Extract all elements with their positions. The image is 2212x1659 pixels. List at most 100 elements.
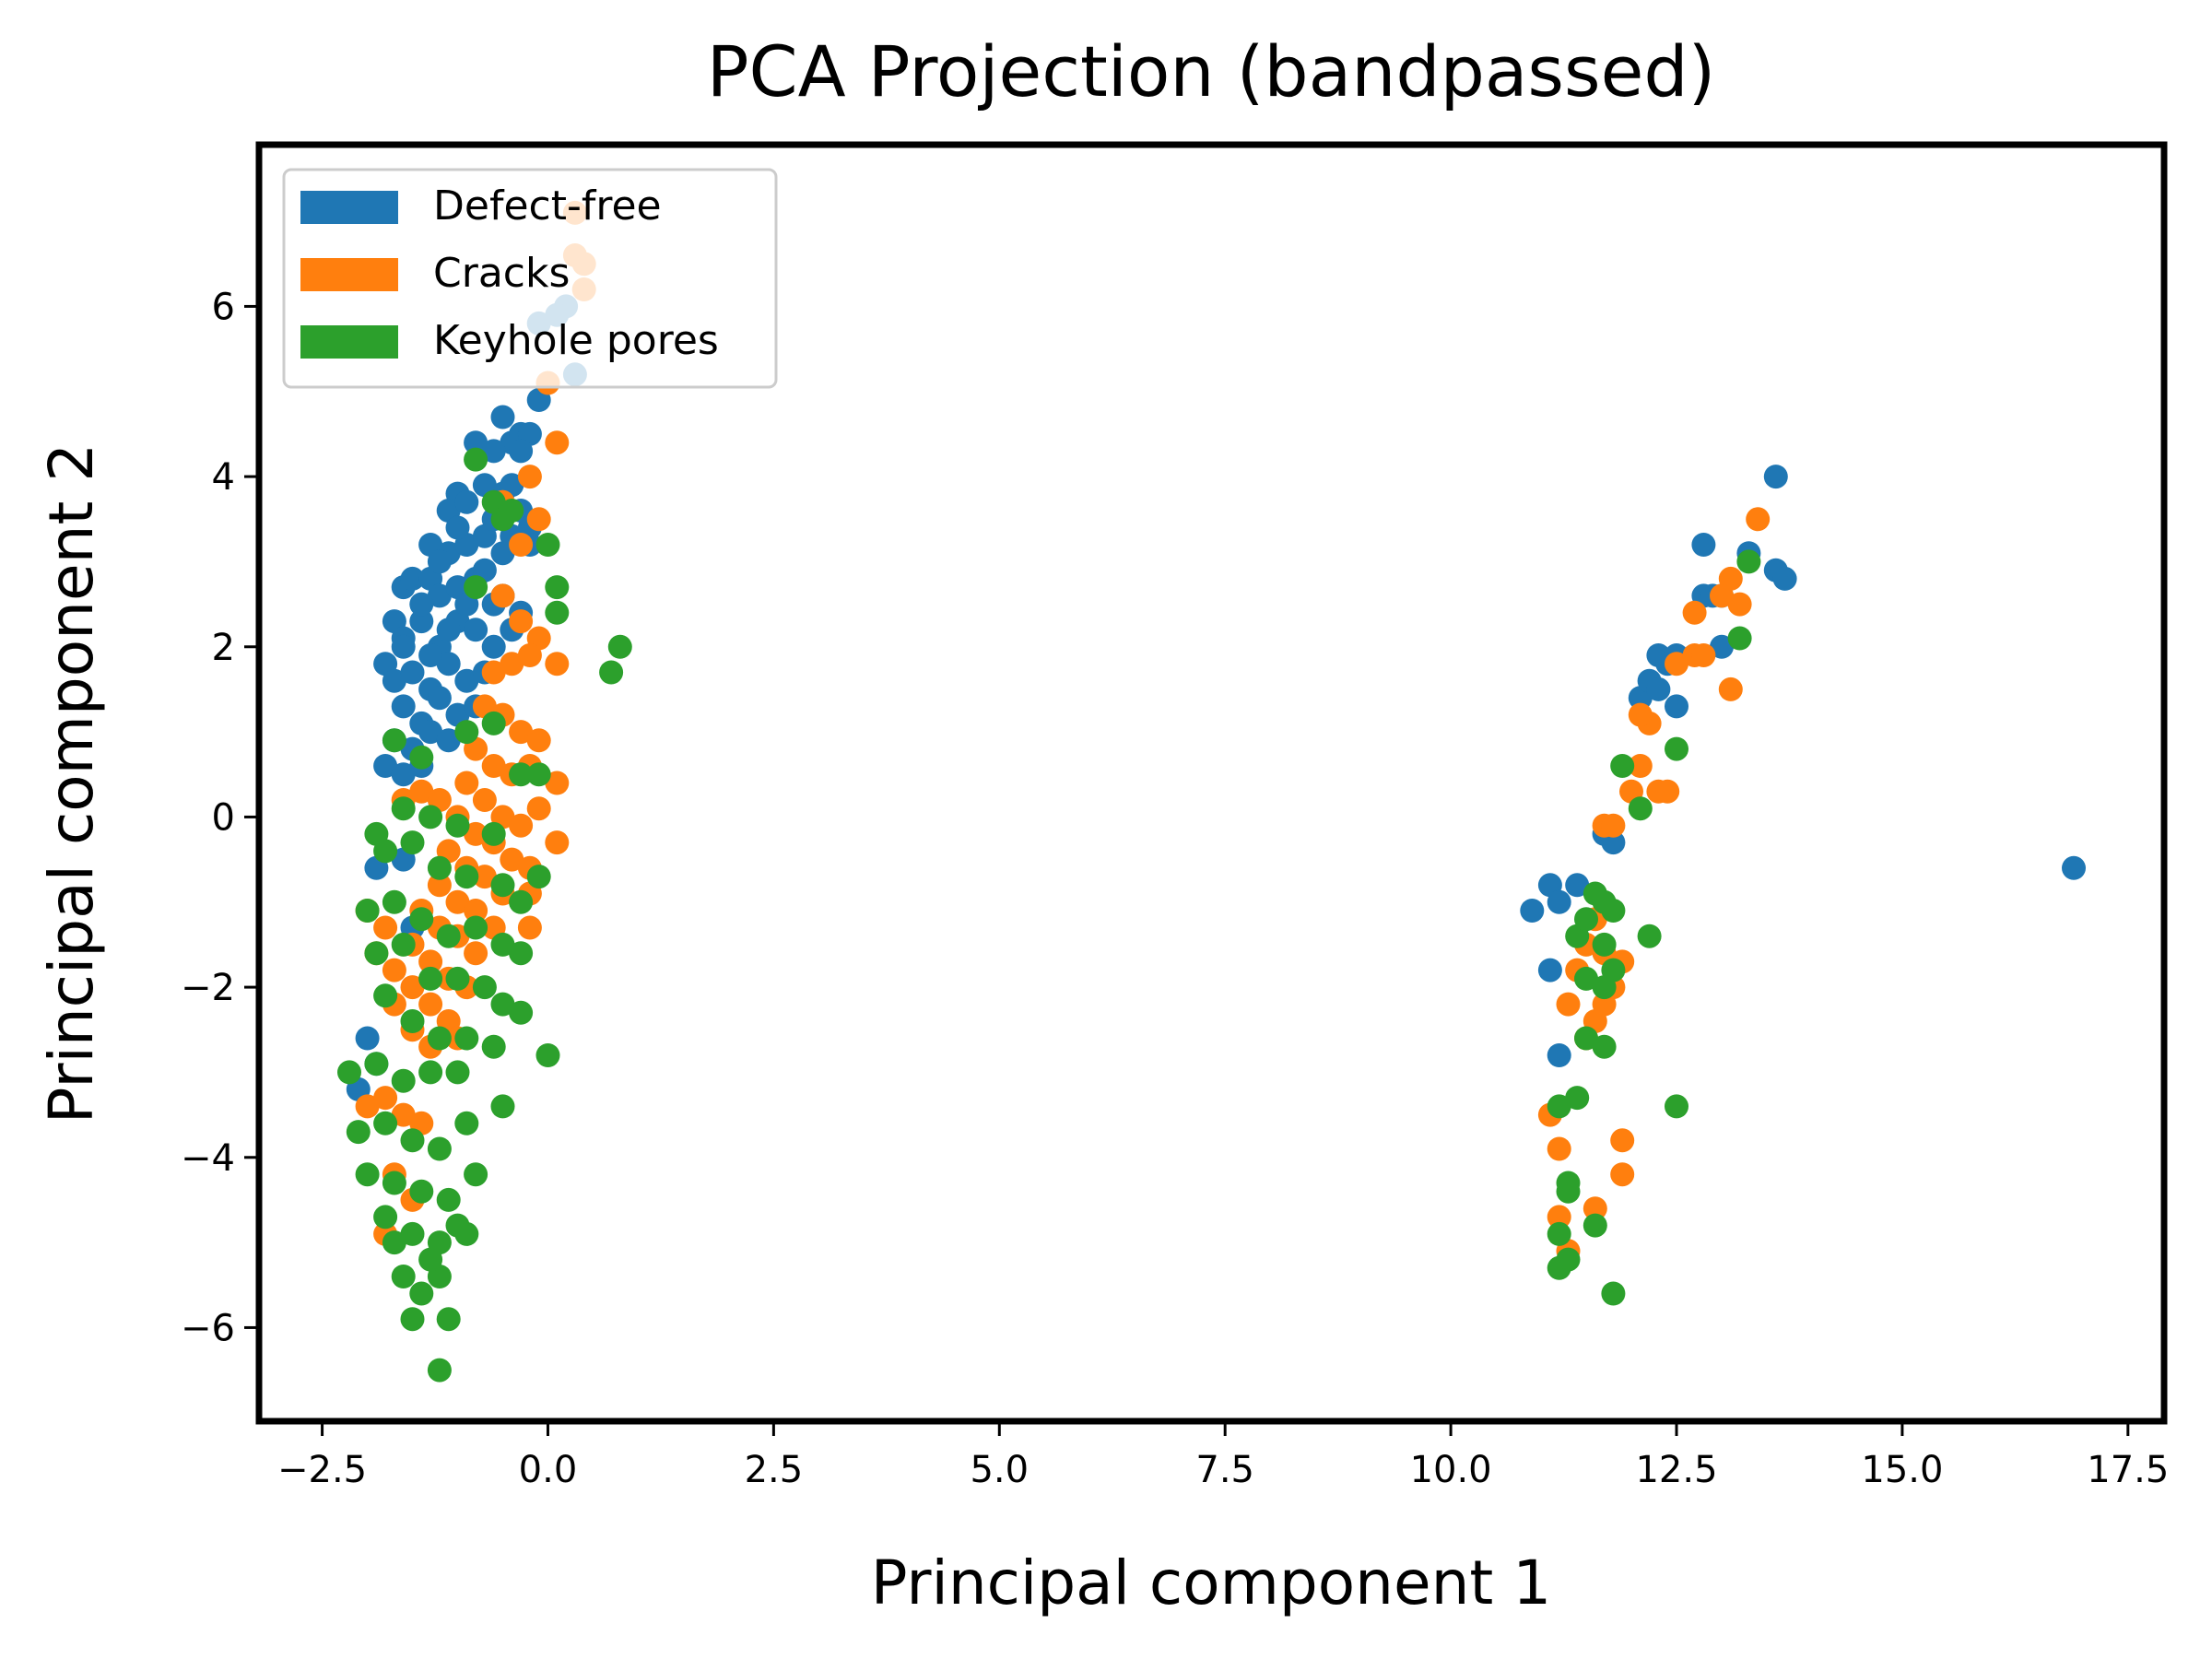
data-point (1727, 626, 1752, 651)
data-point (355, 1162, 380, 1187)
data-point (1583, 1196, 1607, 1221)
data-point (1628, 702, 1653, 727)
data-point (526, 728, 551, 753)
data-point (409, 745, 434, 770)
data-point (454, 720, 479, 745)
data-point (490, 932, 515, 957)
data-point (509, 609, 534, 634)
data-point (509, 889, 534, 914)
data-point (400, 1128, 425, 1153)
data-point (1718, 677, 1743, 701)
x-tick-label: 2.5 (745, 1449, 804, 1491)
data-point (427, 873, 452, 898)
data-point (535, 533, 560, 557)
data-point (481, 1034, 506, 1059)
data-point (418, 966, 443, 991)
data-point (445, 966, 470, 991)
data-point (1556, 992, 1581, 1017)
data-point (509, 762, 534, 787)
data-point (454, 1111, 479, 1135)
data-point (472, 975, 497, 1000)
x-axis-label: Principal component 1 (871, 1547, 1552, 1618)
data-point (1574, 1026, 1598, 1051)
data-point (599, 660, 624, 685)
data-point (382, 958, 406, 982)
data-point (427, 1136, 452, 1161)
data-point (400, 1009, 425, 1033)
data-point (545, 430, 570, 455)
data-point (500, 499, 524, 523)
data-point (364, 821, 389, 846)
data-point (1682, 600, 1707, 625)
data-point (1637, 924, 1662, 948)
data-point (1556, 1171, 1581, 1195)
data-point (1601, 899, 1626, 923)
y-tick-label: −6 (181, 1307, 235, 1349)
data-point (391, 762, 416, 787)
data-point (1628, 796, 1653, 821)
x-tick-label: 17.5 (2087, 1449, 2169, 1491)
y-tick-label: 4 (212, 456, 235, 499)
x-tick-label: 12.5 (1635, 1449, 1717, 1491)
x-tick-label: 10.0 (1410, 1449, 1492, 1491)
data-point (490, 992, 515, 1017)
data-point (454, 865, 479, 889)
data-point (1718, 566, 1743, 591)
data-point (1646, 677, 1671, 701)
data-point (427, 855, 452, 880)
data-point (1710, 634, 1734, 659)
data-point (464, 447, 488, 472)
y-tick-label: 0 (212, 796, 235, 839)
x-tick-label: 0.0 (519, 1449, 578, 1491)
data-point (409, 1281, 434, 1306)
data-point (526, 796, 551, 821)
data-point (1556, 1247, 1581, 1272)
legend-label: Keyhole pores (433, 317, 719, 364)
data-point (607, 634, 632, 659)
data-point (1547, 1094, 1571, 1119)
data-point (1574, 966, 1598, 991)
data-point (1665, 652, 1688, 677)
data-point (373, 915, 398, 940)
data-point (337, 1060, 361, 1085)
data-point (427, 1026, 452, 1051)
data-point (526, 762, 551, 787)
y-tick-label: −4 (181, 1137, 235, 1180)
legend-label: Defect-free (433, 182, 662, 229)
data-point (517, 465, 542, 489)
data-point (490, 1094, 515, 1119)
data-point (1691, 643, 1716, 667)
data-point (418, 643, 443, 667)
data-point (427, 583, 452, 608)
data-point (545, 830, 570, 855)
data-point (391, 796, 416, 821)
data-point (535, 1043, 560, 1067)
data-point (418, 1060, 443, 1085)
data-point (526, 507, 551, 532)
data-point (481, 711, 506, 735)
legend-items: Defect-free Cracks Keyhole pores (300, 182, 719, 364)
data-point (481, 634, 506, 659)
data-point (490, 873, 515, 898)
data-point (545, 600, 570, 625)
data-point (464, 899, 488, 923)
data-point (464, 618, 488, 642)
data-point (509, 941, 534, 966)
data-point (1665, 1094, 1688, 1119)
data-point (454, 771, 479, 795)
data-point (382, 889, 406, 914)
data-point (445, 889, 470, 914)
data-point (472, 865, 497, 889)
plot-frame (255, 141, 2168, 1425)
data-point (1665, 736, 1688, 761)
data-point (1736, 549, 1761, 574)
y-axis-label: Principal component 2 (36, 443, 107, 1124)
data-point (1746, 507, 1771, 532)
data-point (445, 1060, 470, 1085)
data-point (481, 754, 506, 778)
y-tick-label: 6 (212, 286, 235, 328)
data-point (427, 1358, 452, 1382)
data-point (373, 1111, 398, 1135)
data-point (464, 430, 488, 455)
data-point (526, 865, 551, 889)
